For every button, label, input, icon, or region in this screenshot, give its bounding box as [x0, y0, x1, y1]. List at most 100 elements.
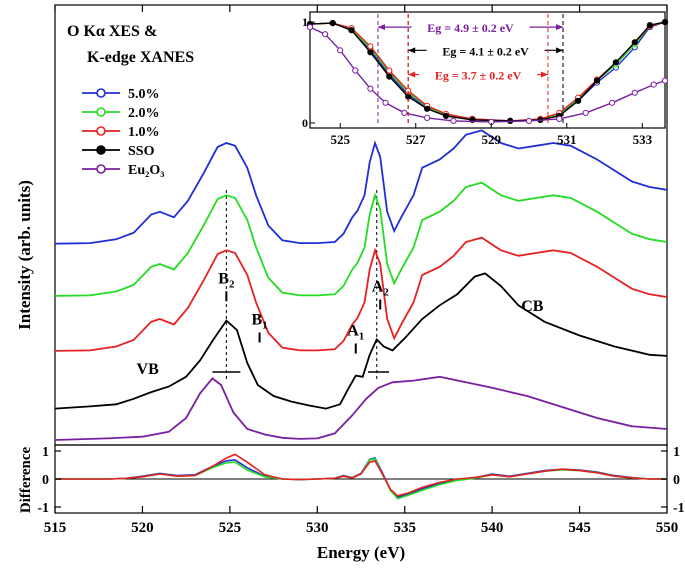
series-line-eu-o: [54, 375, 668, 441]
inset-marker-sso-4: [386, 73, 393, 80]
x-tick-label-550: 550: [656, 520, 679, 536]
legend: 5.0% 2.0% 1.0% SSO Eu₂O₃: [82, 87, 164, 178]
peak-label-cb: CB: [521, 298, 544, 315]
difference-axis-label: Difference: [18, 446, 34, 513]
inset-marker-eu-o-1: [322, 31, 329, 38]
inset-marker-sso-17: [661, 19, 669, 26]
inset-marker-eu-o-5: [382, 99, 389, 106]
x-tick-label-545: 545: [568, 520, 591, 536]
diff-tick-label-right-1: 0: [673, 473, 680, 488]
bandgap-label-2: Eg = 3.7 ± 0.2 eV: [435, 69, 522, 83]
peak-label-b1: B1: [251, 312, 267, 332]
bandgap-label-bg-0: [411, 19, 530, 36]
inset-marker-eu-o-16: [661, 77, 669, 84]
title-line-1: O Kα XES &: [67, 23, 157, 40]
inset-marker-eu-o-0: [306, 24, 314, 31]
bandgap-arrowhead-left-0: [377, 24, 385, 31]
legend-marker-2-0: [96, 107, 106, 117]
inset-x-tick-label-527: 527: [406, 132, 426, 147]
inset-marker-eu-o-4: [367, 85, 374, 92]
inset-marker-sso-16: [646, 22, 654, 29]
inset-content: Eg = 4.9 ± 0.2 eV Eg = 4.1 ± 0.2 eV Eg = 3…: [302, 14, 669, 147]
x-tick-label-535: 535: [393, 520, 416, 536]
bandgap-label-0: Eg = 4.9 ± 0.2 eV: [427, 21, 514, 35]
peak-label-a2: A2: [372, 279, 390, 299]
x-tick-label-515: 515: [44, 520, 67, 536]
legend-label-2-0: 2.0%: [128, 106, 160, 121]
inset-y-tick-label-1: 1: [302, 15, 308, 29]
inset-marker-eu-o-8: [450, 117, 457, 125]
inset-marker-eu-o-2: [337, 47, 344, 54]
inset-marker-1-0-3: [367, 43, 374, 50]
series-line-5-0: [54, 129, 668, 245]
inset-marker-eu-o-7: [424, 114, 431, 122]
difference-line-5-0: [55, 457, 667, 499]
inset-marker-eu-o-6: [401, 109, 408, 117]
diff-tick-label-right-2: 1: [673, 445, 680, 460]
legend-marker-eu-o: [96, 164, 106, 174]
legend-marker-sso: [96, 145, 106, 155]
inset-x-tick-label-533: 533: [633, 132, 653, 147]
x-tick-label-520: 520: [131, 520, 154, 536]
inset-marker-sso-1: [329, 20, 336, 27]
x-axis-label: Energy (eV): [317, 543, 405, 562]
inset-marker-sso-13: [593, 77, 601, 84]
bandgap-arrowhead-right-0: [556, 24, 564, 31]
inset-marker-eu-o-11: [556, 115, 563, 123]
legend-marker-5-0: [96, 88, 106, 98]
inset-y-tick-label-0: 0: [302, 116, 308, 130]
spectra-series: [54, 129, 668, 441]
inset-marker-sso-14: [612, 59, 620, 66]
legend-marker-1-0: [96, 126, 106, 136]
diff-tick-label-left-0: -1: [37, 501, 49, 516]
difference-series: -1 -1 0 0 1 1: [37, 445, 684, 516]
bandgap-arrowhead-left-2: [408, 71, 416, 78]
bandgap-arrowhead-right-2: [540, 71, 548, 78]
x-axis: 515 520 525 530 535 540 545 550: [44, 5, 679, 536]
peak-label-a1: A1: [347, 323, 364, 343]
legend-label-sso: SSO: [128, 144, 155, 159]
dashed-guides: [212, 190, 389, 382]
inset-marker-sso-3: [367, 49, 374, 56]
inset-x-tick-label-525: 525: [330, 132, 350, 147]
inset-marker-eu-o-13: [609, 99, 616, 106]
title-block: O Kα XES & K-edge XANES: [67, 23, 194, 66]
inset-marker-sso-2: [348, 27, 355, 34]
inset-marker-sso-6: [424, 105, 431, 112]
x-tick-label-525: 525: [219, 520, 242, 536]
inset-marker-sso-15: [631, 39, 638, 46]
series-line-1-0: [54, 236, 668, 352]
legend-label-1-0: 1.0%: [128, 125, 160, 140]
inset-marker-eu-o-12: [582, 109, 589, 117]
y-axis-label: Intensity (arb. units): [15, 180, 34, 330]
bandgap-arrowhead-right-1: [556, 47, 564, 54]
legend-label-eu-o: Eu₂O₃: [128, 163, 164, 178]
bandgap-label-bg-2: [419, 66, 538, 83]
diff-tick-label-left-2: 1: [42, 445, 49, 460]
bandgap-arrowhead-left-1: [408, 47, 416, 54]
inset-marker-sso-12: [575, 97, 582, 104]
inset-marker-eu-o-14: [631, 89, 638, 96]
bandgap-inset: Eg = 4.9 ± 0.2 eV Eg = 4.1 ± 0.2 eV Eg = 3…: [302, 11, 669, 147]
inset-x-tick-label-529: 529: [482, 132, 502, 147]
difference-plot-area: -1 -1 0 0 1 1 Difference: [18, 444, 685, 516]
diff-tick-label-right-0: -1: [673, 501, 685, 516]
legend-label-5-0: 5.0%: [128, 87, 160, 102]
inset-marker-sso-7: [442, 112, 450, 120]
bandgap-label-1: Eg = 4.1 ± 0.2 eV: [442, 44, 529, 58]
title-line-2: K-edge XANES: [87, 49, 194, 66]
series-line-sso: [54, 272, 668, 410]
x-tick-label-540: 540: [481, 520, 504, 536]
peak-label-vb: VB: [137, 361, 160, 378]
series-line-2-0: [54, 181, 668, 297]
bandgap-label-bg-1: [426, 42, 545, 59]
inset-marker-eu-o-3: [352, 67, 359, 74]
inset-marker-eu-o-10: [525, 117, 533, 125]
inset-x-tick-label-531: 531: [557, 132, 577, 147]
difference-line-1-0: [55, 453, 667, 497]
inset-marker-1-0-4: [386, 67, 393, 74]
inset-marker-eu-o-15: [650, 81, 657, 88]
x-tick-label-530: 530: [306, 520, 329, 536]
